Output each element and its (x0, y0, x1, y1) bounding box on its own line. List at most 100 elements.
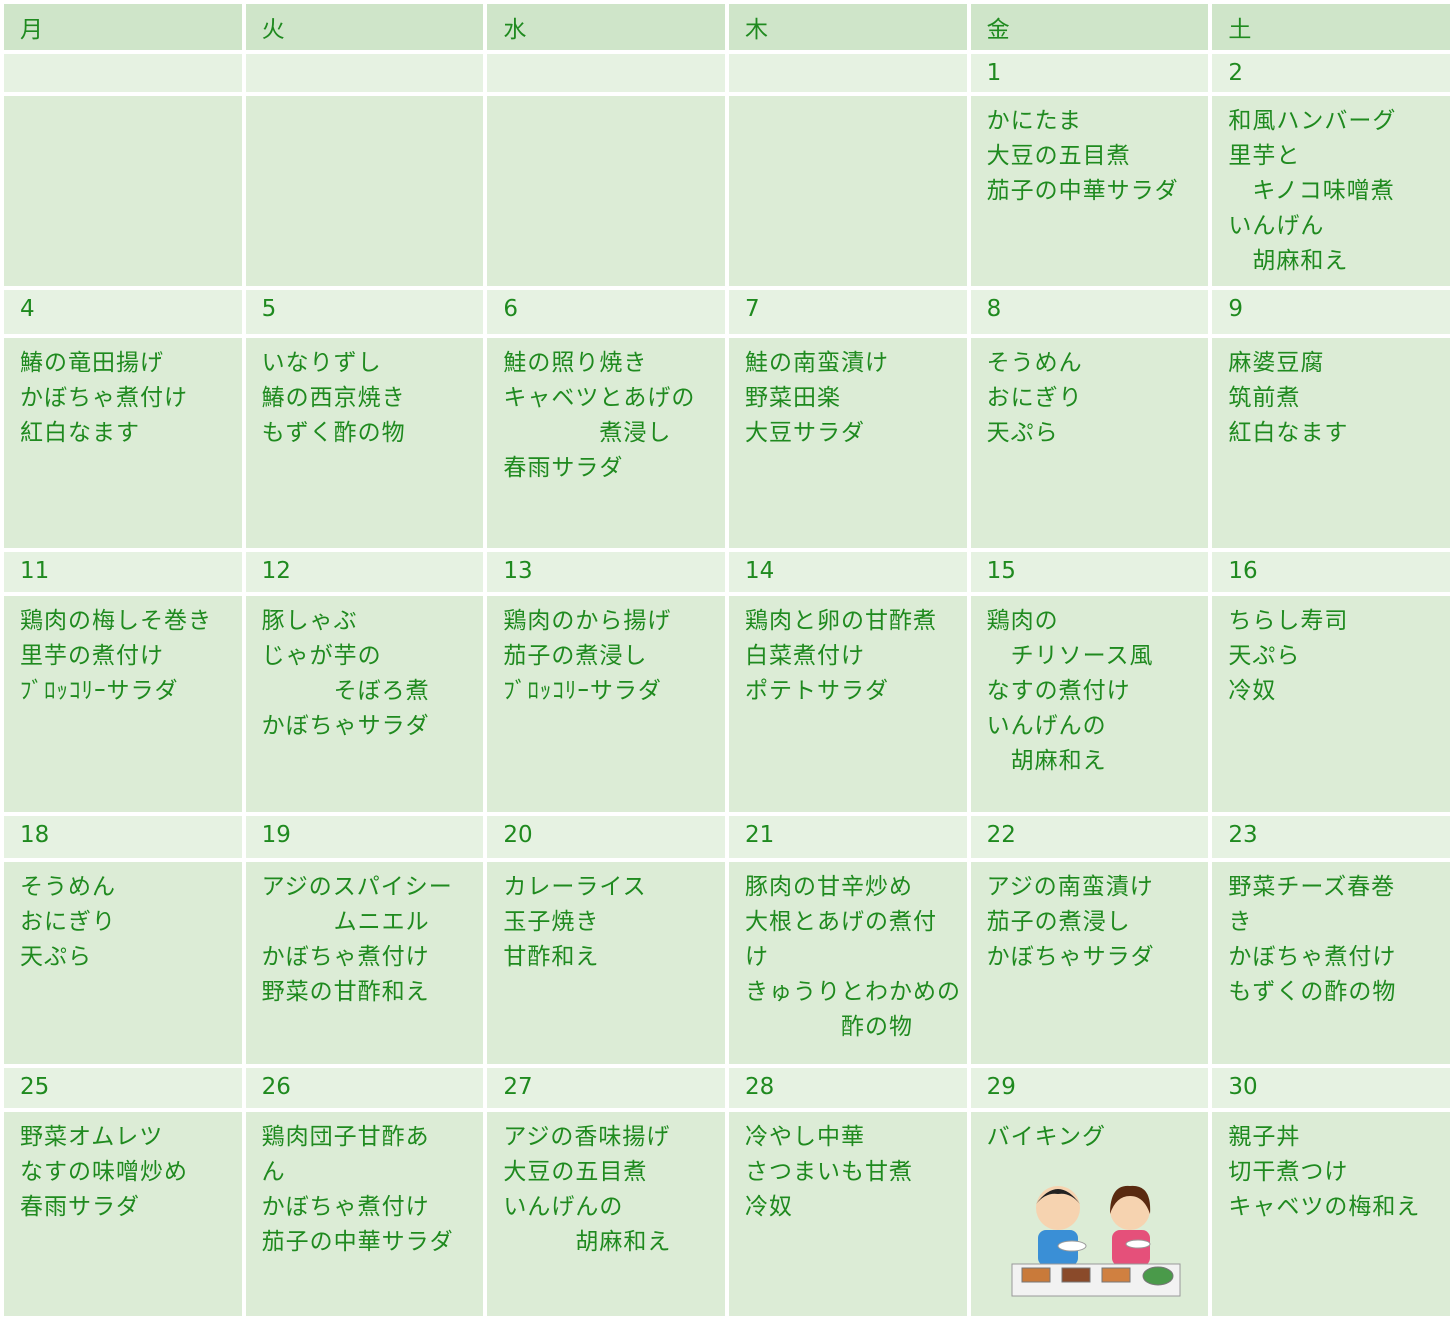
menu-item: 野菜チーズ春巻 (1228, 874, 1396, 900)
menu-item: きゅうりとわかめの (745, 979, 961, 1005)
menu-item: アジの南蛮漬け (986, 874, 1154, 900)
menu-item: 大豆サラダ (745, 420, 865, 446)
menu-item: かぼちゃサラダ (261, 713, 430, 739)
menu-item: 鶏肉団子甘酢あ (261, 1124, 430, 1150)
menu-cell: 鶏肉の梅しそ巻き 里芋の煮付け ﾌﾞﾛｯｺﾘｰサラダ (4, 596, 242, 812)
date-cell: 23 (1212, 816, 1450, 858)
date-cell (487, 54, 725, 92)
menu-item: ﾌﾞﾛｯｺﾘｰサラダ (20, 678, 179, 704)
menu-item: 胡麻和え (503, 1229, 672, 1255)
menu-item: バイキング (986, 1124, 1106, 1150)
menu-item: 胡麻和え (1228, 248, 1349, 274)
menu-cell: かにたま 大豆の五目煮 茄子の中華サラダ (970, 96, 1209, 286)
menu-item: け (745, 944, 769, 970)
menu-item: 野菜オムレツ (20, 1124, 164, 1150)
menu-item: 大豆の五目煮 (986, 143, 1131, 169)
menu-item: 白菜煮付け (745, 643, 865, 669)
date-cell: 4 (4, 290, 242, 334)
menu-cell: 鶏肉のから揚げ 茄子の煮浸し ﾌﾞﾛｯｺﾘｰサラダ (487, 596, 725, 812)
date-cell: 2 (1212, 54, 1450, 92)
menu-item: 鰆の西京焼き (261, 385, 406, 411)
menu-cell: アジの香味揚げ 大豆の五目煮 いんげんの 胡麻和え (487, 1112, 725, 1316)
menu-item: チリソース風 (986, 643, 1154, 669)
menu-cell: 野菜オムレツ なすの味噌炒め 春雨サラダ (4, 1112, 242, 1316)
menu-item: そうめん (20, 874, 116, 900)
menu-item: 大根とあげの煮付 (745, 909, 937, 935)
calendar: 月火水木金土 1 2 かにたま 大豆の五目煮 茄子の中華サラダ 和風ハンバーグ 里芋と キノコ… (4, 4, 1450, 1316)
weekday-header: 金 (970, 4, 1209, 50)
menu-item: 筑前煮 (1228, 385, 1301, 411)
menu-item: 鶏肉と卵の甘酢煮 (745, 608, 937, 634)
menu-item: おにぎり (986, 385, 1083, 411)
date-cell: 29 (970, 1068, 1209, 1108)
menu-item: 切干煮つけ (1228, 1159, 1349, 1185)
menu-item: キノコ味噌煮 (1228, 178, 1395, 204)
menu-item: そぼろ煮 (261, 678, 430, 704)
menu-cell: 鶏肉団子甘酢あんかぼちゃ煮付け 茄子の中華サラダ (245, 1112, 484, 1316)
menu-item: なすの味噌炒め (20, 1159, 188, 1185)
menu-item: 里芋と (1228, 143, 1301, 169)
menu-item: 酢の物 (745, 1014, 913, 1040)
menu-item: き (1228, 909, 1253, 935)
menu-item: 豚しゃぶ (261, 608, 358, 634)
menu-item: かぼちゃサラダ (986, 944, 1155, 970)
date-cell: 16 (1212, 552, 1450, 592)
menu-item: 天ぷら (986, 420, 1059, 446)
menu-item: 鶏肉のから揚げ (503, 608, 672, 634)
menu-item: キャベツとあげの (503, 385, 696, 411)
menu-item: ん (261, 1159, 286, 1185)
menu-item: 和風ハンバーグ (1228, 108, 1397, 134)
buffet-illustration (1011, 1185, 1181, 1297)
weekday-header: 火 (245, 4, 484, 50)
menu-item: かぼちゃ煮付け (261, 1194, 430, 1220)
menu-item: 里芋の煮付け (20, 643, 164, 669)
menu-cell: そうめん おにぎり 天ぷら (970, 338, 1209, 548)
menu-cell: アジのスパイシー ムニエル かぼちゃ煮付け 野菜の甘酢和え (245, 862, 484, 1064)
menu-item: 麻婆豆腐 (1228, 350, 1325, 376)
menu-item: 春雨サラダ (20, 1194, 140, 1220)
menu-item: 茄子の煮浸し (503, 643, 648, 669)
weekday-header: 水 (487, 4, 725, 50)
menu-item: ﾌﾞﾛｯｺﾘｰサラダ (503, 678, 662, 704)
date-cell: 9 (1212, 290, 1450, 334)
date-cell: 30 (1212, 1068, 1450, 1108)
menu-item: いんげん (1228, 213, 1325, 239)
menu-item: もずくの酢の物 (1228, 979, 1397, 1005)
menu-cell: 鶏肉と卵の甘酢煮 白菜煮付けポテトサラダ (729, 596, 967, 812)
menu-item: 鶏肉の (986, 608, 1059, 634)
date-cell: 28 (729, 1068, 967, 1108)
menu-item: 鮭の照り焼き (503, 350, 648, 376)
menu-cell (487, 96, 725, 286)
menu-item: 冷奴 (745, 1194, 793, 1220)
menu-item: ムニエル (261, 909, 430, 935)
menu-item: 大豆の五目煮 (503, 1159, 648, 1185)
menu-item: 茄子の煮浸し (986, 909, 1131, 935)
date-cell: 5 (245, 290, 484, 334)
date-cell: 6 (487, 290, 725, 334)
date-cell (245, 54, 484, 92)
date-cell: 7 (729, 290, 967, 334)
menu-item: ポテトサラダ (745, 678, 889, 704)
date-cell: 12 (245, 552, 484, 592)
date-cell (729, 54, 967, 92)
menu-item: かぼちゃ煮付け (20, 385, 188, 411)
menu-cell: 冷やし中華 さつまいも甘煮 冷奴 (729, 1112, 967, 1316)
menu-cell (4, 96, 242, 286)
menu-cell: 野菜チーズ春巻きかぼちゃ煮付け もずくの酢の物 (1212, 862, 1450, 1064)
menu-item: 甘酢和え (503, 944, 600, 970)
menu-cell (245, 96, 484, 286)
menu-item: 冷奴 (1228, 678, 1277, 704)
date-cell: 25 (4, 1068, 242, 1108)
menu-item: もずく酢の物 (261, 420, 406, 446)
menu-item: なすの煮付け (986, 678, 1131, 704)
menu-item: 煮浸し (503, 420, 672, 446)
menu-cell: アジの南蛮漬け 茄子の煮浸し かぼちゃサラダ (970, 862, 1209, 1064)
menu-item: かぼちゃ煮付け (261, 944, 430, 970)
menu-item: 天ぷら (1228, 643, 1301, 669)
menu-item: じゃが芋の (261, 643, 382, 669)
menu-item: さつまいも甘煮 (745, 1159, 913, 1185)
date-cell: 15 (970, 552, 1209, 592)
menu-item: 野菜の甘酢和え (261, 979, 430, 1005)
menu-cell: いなりずし 鰆の西京焼き もずく酢の物 (245, 338, 484, 548)
